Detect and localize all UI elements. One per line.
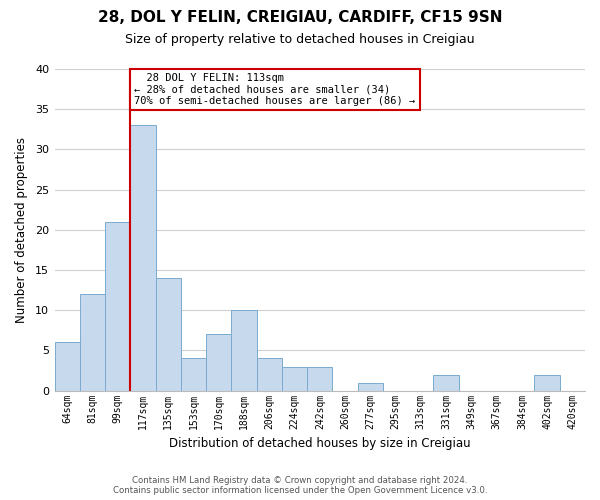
Text: Size of property relative to detached houses in Creigiau: Size of property relative to detached ho…: [125, 32, 475, 46]
Bar: [358, 382, 383, 390]
Bar: [130, 126, 155, 390]
Bar: [206, 334, 232, 390]
Bar: [282, 366, 307, 390]
Text: 28 DOL Y FELIN: 113sqm
← 28% of detached houses are smaller (34)
70% of semi-det: 28 DOL Y FELIN: 113sqm ← 28% of detached…: [134, 73, 415, 106]
Bar: [232, 310, 257, 390]
Text: Contains HM Land Registry data © Crown copyright and database right 2024.
Contai: Contains HM Land Registry data © Crown c…: [113, 476, 487, 495]
Bar: [535, 374, 560, 390]
X-axis label: Distribution of detached houses by size in Creigiau: Distribution of detached houses by size …: [169, 437, 470, 450]
Bar: [257, 358, 282, 390]
Bar: [181, 358, 206, 390]
Bar: [80, 294, 105, 390]
Text: 28, DOL Y FELIN, CREIGIAU, CARDIFF, CF15 9SN: 28, DOL Y FELIN, CREIGIAU, CARDIFF, CF15…: [98, 10, 502, 25]
Bar: [105, 222, 130, 390]
Y-axis label: Number of detached properties: Number of detached properties: [15, 137, 28, 323]
Bar: [433, 374, 459, 390]
Bar: [155, 278, 181, 390]
Bar: [55, 342, 80, 390]
Bar: [307, 366, 332, 390]
